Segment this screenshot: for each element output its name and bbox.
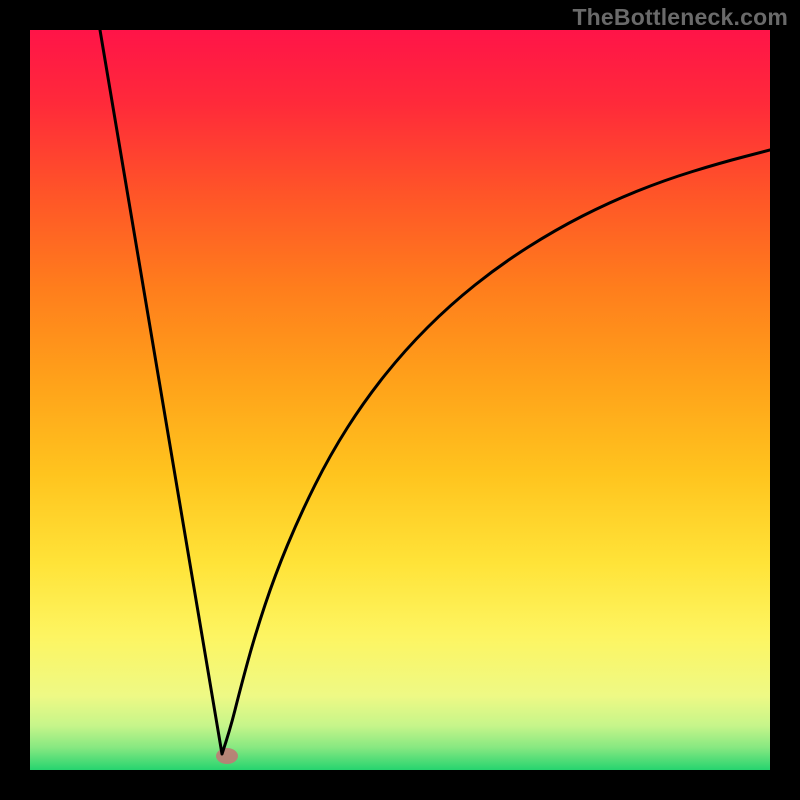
- gradient-background: [30, 30, 770, 770]
- plot-area: [30, 30, 770, 770]
- chart-svg: [30, 30, 770, 770]
- watermark-text: TheBottleneck.com: [572, 4, 788, 31]
- minimum-marker: [216, 748, 238, 764]
